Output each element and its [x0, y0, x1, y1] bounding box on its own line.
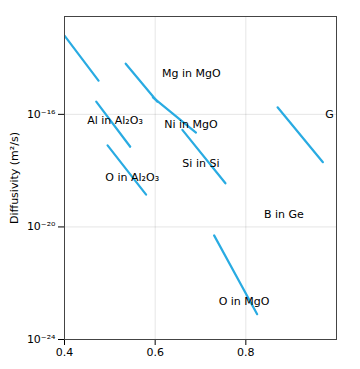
svg-text:Al in Al₂O₃: Al in Al₂O₃ [87, 114, 143, 127]
svg-text:G: G [325, 108, 334, 121]
svg-text:O in Al₂O₃: O in Al₂O₃ [105, 171, 159, 184]
svg-text:B in Ge: B in Ge [264, 208, 304, 221]
svg-text:Si in Si: Si in Si [182, 157, 219, 170]
svg-text:0.8: 0.8 [237, 346, 255, 359]
svg-text:10⁻²⁰: 10⁻²⁰ [27, 220, 56, 233]
svg-text:10⁻²⁴: 10⁻²⁴ [27, 333, 56, 346]
svg-text:Mg in MgO: Mg in MgO [162, 67, 221, 80]
svg-text:10⁻¹⁶: 10⁻¹⁶ [27, 108, 56, 121]
svg-text:0.4: 0.4 [56, 346, 74, 359]
svg-text:0.6: 0.6 [146, 346, 164, 359]
svg-text:Ni in MgO: Ni in MgO [164, 118, 218, 131]
svg-text:Diffusivity (m²/s): Diffusivity (m²/s) [8, 132, 21, 224]
svg-text:O in MgO: O in MgO [219, 295, 270, 308]
